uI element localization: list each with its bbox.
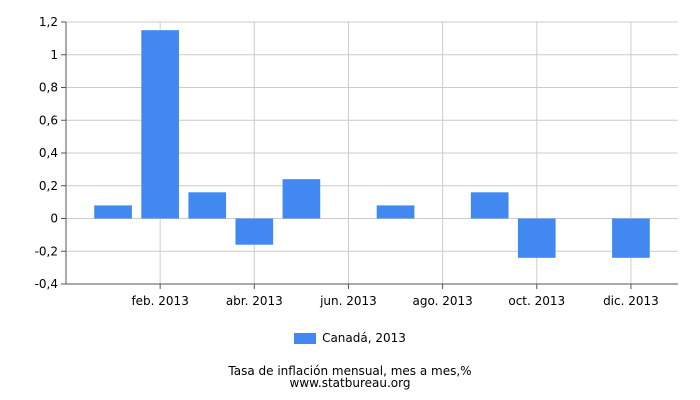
y-tick-label: 0,2 [39,179,58,193]
y-tick-label: 1 [50,48,58,62]
bar [188,192,227,219]
bar [612,218,650,258]
y-tick-label: -0,4 [35,277,58,291]
legend-swatch [294,332,317,344]
bar [517,218,556,258]
x-tick-label: abr. 2013 [226,294,283,308]
bar [235,218,274,245]
y-tick-label: 0,6 [39,113,58,127]
y-tick-label: 1,2 [39,15,58,29]
y-tick-label: 0,4 [39,146,58,160]
legend-label: Canadá, 2013 [322,331,406,345]
x-tick-label: oct. 2013 [508,294,565,308]
y-tick-label: 0,8 [39,81,58,95]
bar [470,192,509,219]
x-tick-label: jun. 2013 [319,294,377,308]
bar [141,30,179,219]
chart-legend: Canadá, 2013 [0,331,700,345]
chart-caption: Tasa de inflación mensual, mes a mes,% [228,364,472,378]
bar [376,205,415,219]
x-tick-label: feb. 2013 [131,294,188,308]
y-tick-label: 0 [50,212,58,226]
x-tick-label: ago. 2013 [412,294,472,308]
x-tick-label: dic. 2013 [603,294,659,308]
source-caption: www.statbureau.org [289,376,411,390]
bar [94,205,132,219]
bar [282,179,321,219]
y-tick-label: -0,2 [35,244,58,258]
